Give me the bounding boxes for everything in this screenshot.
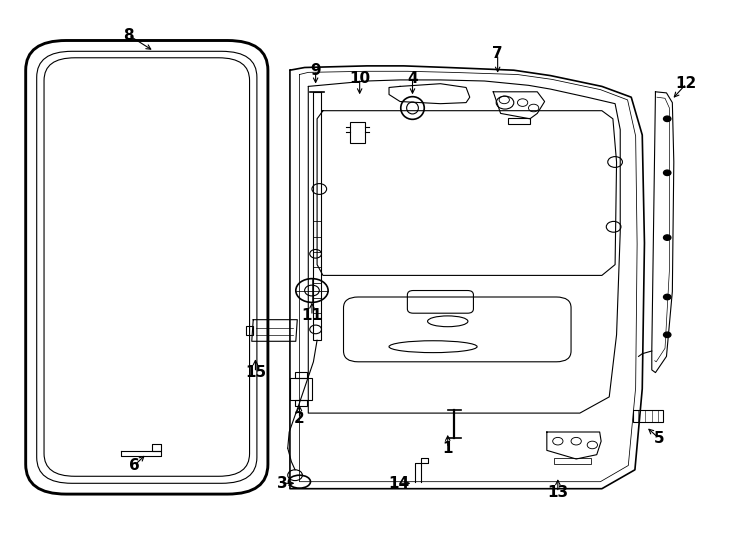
Text: 10: 10 [349, 71, 370, 86]
Text: 7: 7 [493, 46, 503, 62]
Bar [246, 326, 253, 335]
Circle shape [664, 294, 671, 300]
Text: 9: 9 [310, 63, 321, 78]
Bar [350, 122, 365, 143]
Text: 2: 2 [294, 411, 305, 426]
Circle shape [664, 235, 671, 240]
Circle shape [664, 170, 671, 176]
Text: 6: 6 [129, 458, 139, 473]
Text: 15: 15 [245, 365, 266, 380]
Text: 3: 3 [277, 476, 288, 491]
Bar [290, 378, 312, 400]
Bar [633, 410, 663, 422]
Text: 5: 5 [654, 431, 664, 446]
Bar [295, 372, 307, 378]
Bar [313, 92, 321, 340]
Circle shape [664, 116, 671, 122]
Bar [295, 400, 307, 406]
Bar [508, 118, 530, 124]
Text: 14: 14 [388, 476, 409, 491]
Bar [554, 458, 591, 464]
Text: 4: 4 [407, 71, 418, 86]
Text: 8: 8 [123, 28, 134, 43]
Text: 12: 12 [676, 76, 697, 91]
Text: 11: 11 [302, 308, 322, 323]
Text: 13: 13 [548, 485, 568, 500]
Text: 1: 1 [443, 441, 453, 456]
Circle shape [664, 332, 671, 338]
